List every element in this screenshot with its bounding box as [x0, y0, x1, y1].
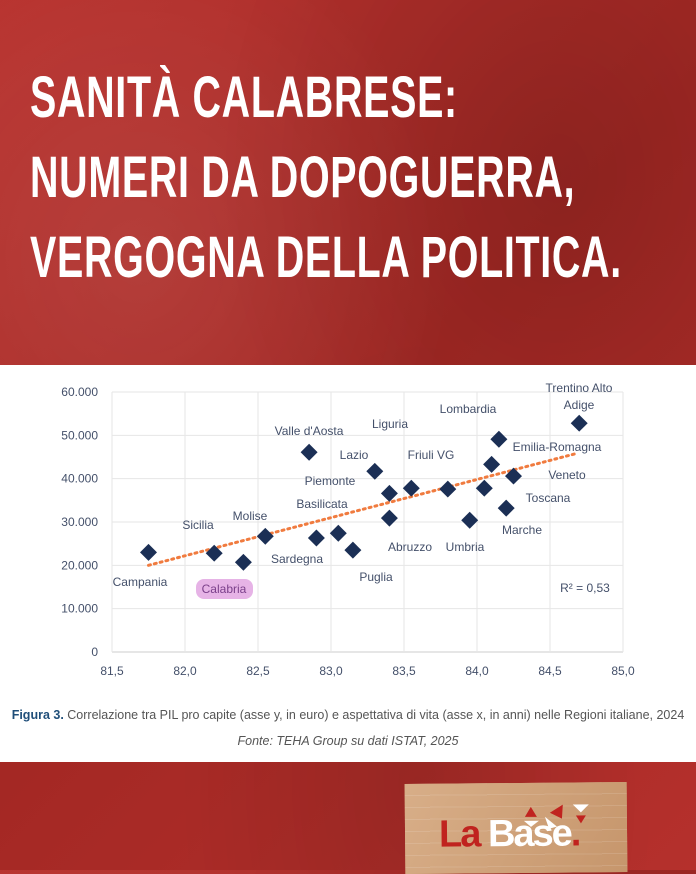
- data-point: [402, 479, 420, 497]
- x-tick-label: 82,0: [173, 664, 197, 678]
- data-point: [380, 484, 398, 502]
- point-label: Abruzzo: [388, 540, 432, 554]
- point-label: Adige: [564, 398, 595, 412]
- y-tick-label: 20.000: [61, 558, 98, 572]
- data-point: [380, 509, 398, 527]
- data-point: [140, 543, 157, 561]
- data-point: [497, 499, 515, 517]
- logo-triangles-icon: [523, 804, 589, 829]
- data-point: [483, 455, 501, 473]
- data-point: [344, 541, 362, 559]
- point-label: Puglia: [359, 570, 393, 584]
- point-label: Emilia-Romagna: [513, 440, 602, 454]
- x-tick-label: 83,0: [319, 664, 343, 678]
- data-point: [505, 467, 522, 485]
- point-label: Trentino Alto: [546, 381, 613, 395]
- data-point: [461, 511, 479, 529]
- x-tick-label: 84,5: [538, 664, 562, 678]
- point-label: Lazio: [340, 448, 369, 462]
- x-tick-label: 85,0: [611, 664, 635, 678]
- headline-line-3: VERGOGNA DELLA POLITICA.: [30, 225, 622, 290]
- x-tick-label: 81,5: [100, 664, 124, 678]
- point-label: Friuli VG: [408, 448, 455, 462]
- scatter-chart: 0 10.000 20.000 30.000 40.000 50.000 60.000 81,…: [61, 381, 635, 678]
- r-squared-annotation: R² = 0,53: [560, 581, 610, 595]
- point-label: Liguria: [372, 417, 408, 431]
- y-tick-label: 60.000: [61, 385, 98, 399]
- data-point: [300, 443, 318, 461]
- data-point: [490, 430, 508, 448]
- chart-panel: 0 10.000 20.000 30.000 40.000 50.000 60.000 81,…: [0, 365, 696, 762]
- point-label: Sardegna: [271, 552, 323, 566]
- data-point: [234, 553, 252, 571]
- point-label: Valle d'Aosta: [275, 424, 344, 438]
- headline-line-2: NUMERI DA DOPOGUERRA,: [30, 145, 576, 210]
- data-point: [307, 529, 325, 547]
- y-tick-label: 0: [91, 645, 98, 659]
- highlight-badge: [196, 579, 253, 599]
- point-label: Umbria: [446, 540, 485, 554]
- x-tick-label: 82,5: [246, 664, 270, 678]
- data-point: [475, 479, 493, 497]
- point-label: Piemonte: [305, 474, 356, 488]
- headline: SANITÀ CALABRESE: NUMERI DA DOPOGUERRA, …: [30, 58, 696, 298]
- point-label: Toscana: [526, 491, 571, 505]
- x-tick-label: 83,5: [392, 664, 416, 678]
- logo-wordmark: La Base.: [438, 812, 580, 856]
- point-label: Campania: [113, 575, 168, 589]
- point-label: Molise: [233, 509, 268, 523]
- data-point: [439, 480, 457, 498]
- point-label: Calabria: [202, 582, 247, 596]
- y-tick-label: 50.000: [61, 428, 98, 442]
- point-label: Lombardia: [440, 402, 497, 416]
- la-base-logo: La Base.: [404, 782, 628, 874]
- data-point: [329, 524, 347, 542]
- trendline: [147, 452, 578, 567]
- point-label: Basilicata: [296, 497, 348, 511]
- headline-line-1: SANITÀ CALABRESE:: [30, 65, 458, 130]
- point-label: Sicilia: [182, 518, 214, 532]
- x-tick-label: 84,0: [465, 664, 489, 678]
- figure-source: Fonte: TEHA Group su dati ISTAT, 2025: [237, 734, 459, 748]
- figure-caption: Figura 3. Correlazione tra PIL pro capit…: [0, 708, 696, 722]
- data-point: [256, 527, 274, 545]
- point-label: Marche: [502, 523, 542, 537]
- figure-label: Figura 3.: [11, 708, 64, 722]
- y-tick-label: 10.000: [61, 602, 98, 616]
- data-point: [570, 414, 588, 432]
- point-label: Veneto: [548, 468, 586, 482]
- figure-caption-text: Correlazione tra PIL pro capite (asse y,…: [63, 708, 685, 722]
- y-tick-label: 40.000: [61, 472, 98, 486]
- y-tick-label: 30.000: [61, 515, 98, 529]
- data-point: [366, 462, 384, 480]
